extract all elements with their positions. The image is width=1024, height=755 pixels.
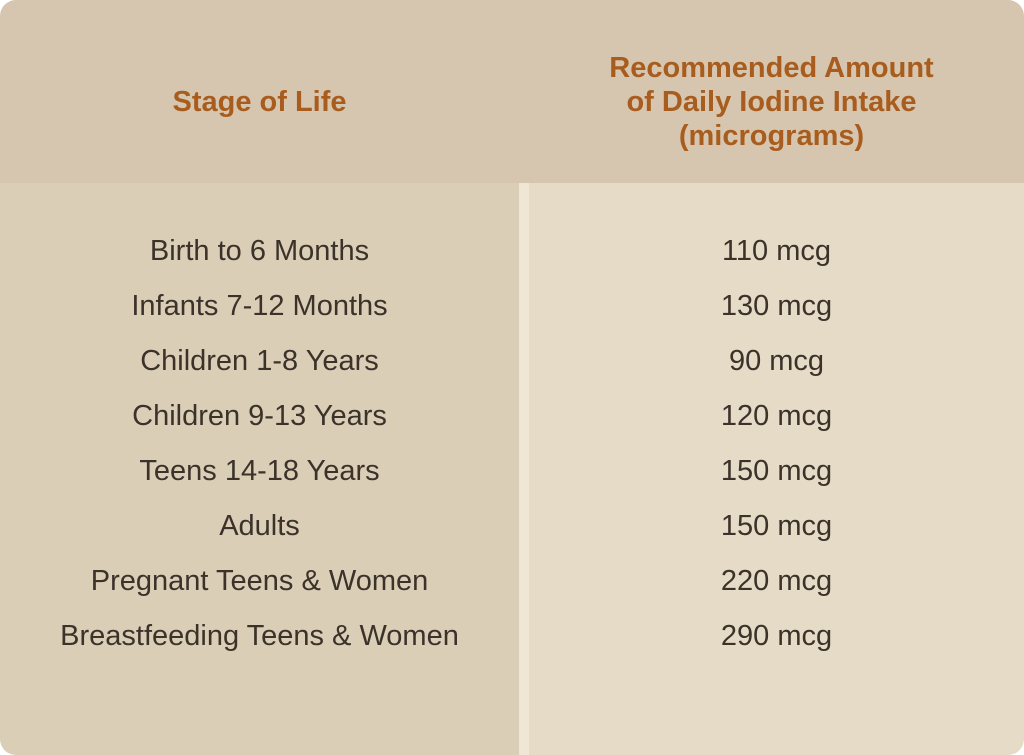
stage-cell-4: Teens 14-18 Years [139,455,380,487]
amount-cell-1: 130 mcg [720,290,833,322]
amount-cell-2: 90 mcg [728,345,825,377]
stage-column: Birth to 6 Months Infants 7-12 Months Ch… [0,183,519,755]
stage-cell-7: Breastfeeding Teens & Women [60,620,459,652]
amount-column: 110 mcg 130 mcg 90 mcg 120 mcg 150 mcg 1… [529,183,1024,755]
stage-cell-3: Children 9-13 Years [132,400,387,432]
column-header-stage-of-life: Stage of Life [0,0,519,183]
amount-cell-0: 110 mcg [721,235,832,267]
amount-cell-7: 290 mcg [720,620,833,652]
stage-of-life-header-label: Stage of Life [172,86,347,118]
stage-cell-1: Infants 7-12 Months [131,290,388,322]
amount-cell-4: 150 mcg [720,455,833,487]
header-line-3: (micrograms) [678,120,865,152]
recommended-amount-header-label: Recommended Amount of Daily Iodine Intak… [609,51,933,153]
table-body: Birth to 6 Months Infants 7-12 Months Ch… [0,183,1024,755]
column-divider [519,183,529,755]
amount-cell-6: 220 mcg [720,565,833,597]
table-header: Stage of Life Recommended Amount of Dail… [0,0,1024,183]
stage-cell-6: Pregnant Teens & Women [90,565,429,597]
column-header-recommended-amount: Recommended Amount of Daily Iodine Intak… [519,0,1024,183]
header-line-1: Recommended Amount [609,52,934,84]
amount-cell-5: 150 mcg [720,510,833,542]
stage-cell-2: Children 1-8 Years [140,345,379,377]
stage-cell-5: Adults [219,510,300,542]
stage-cell-0: Birth to 6 Months [149,235,370,267]
header-line-2: of Daily Iodine Intake [626,86,917,118]
amount-cell-3: 120 mcg [720,400,833,432]
